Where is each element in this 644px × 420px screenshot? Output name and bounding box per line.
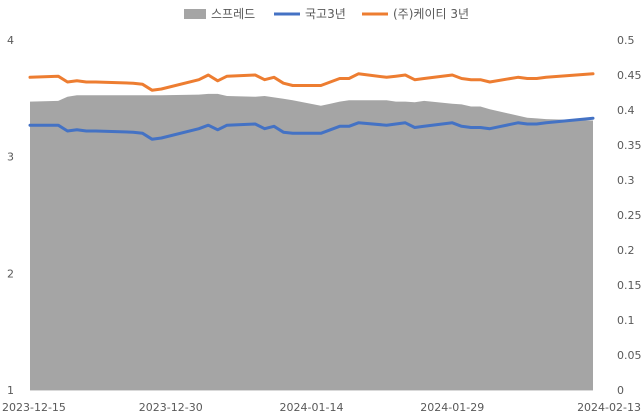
y-axis-left: 1 2 3 4: [7, 34, 14, 397]
legend-label: (주)케이티 3년: [393, 7, 469, 21]
y-right-tick-label: 0.1: [617, 314, 635, 327]
series-kt-bond-line: [28, 72, 595, 92]
y-right-tick-label: 0.5: [617, 34, 635, 47]
y-right-tick-label: 0.15: [617, 279, 642, 292]
y-right-tick-label: 0.2: [617, 244, 635, 257]
y-right-tick-label: 0.45: [617, 69, 642, 82]
legend: 스프레드 국고3년 (주)케이티 3년: [184, 7, 469, 21]
y-right-tick-label: 0.05: [617, 349, 642, 362]
series-govt-bond-line: [28, 116, 595, 141]
y-right-tick-label: 0: [617, 384, 624, 397]
plot-area: [28, 72, 595, 391]
y-left-tick-label: 2: [7, 267, 14, 280]
y-right-tick-label: 0.35: [617, 139, 642, 152]
legend-item: (주)케이티 3년: [362, 7, 469, 21]
x-tick-label: 2023-12-15: [2, 401, 66, 414]
legend-label: 국고3년: [305, 7, 346, 21]
x-axis: 2023-12-15 2023-12-30 2024-01-14 2024-01-29…: [2, 401, 641, 414]
series-spread-area: [30, 93, 593, 391]
y-axis-right: 0 0.05 0.1 0.15 0.2 0.25 0.3 0.35 0.4 0.45 0.5: [617, 34, 642, 397]
legend-label: 스프레드: [211, 7, 255, 21]
x-tick-label: 2024-01-14: [280, 401, 344, 414]
legend-item: 스프레드: [184, 7, 255, 21]
y-left-tick-label: 4: [7, 34, 14, 47]
legend-swatch: [184, 9, 206, 19]
legend-item: 국고3년: [274, 7, 346, 21]
x-tick-label: 2023-12-30: [139, 401, 203, 414]
y-right-tick-label: 0.3: [617, 174, 635, 187]
y-right-tick-label: 0.4: [617, 104, 635, 117]
x-tick-label: 2024-02-13: [577, 401, 641, 414]
y-left-tick-label: 3: [7, 151, 14, 164]
y-right-tick-label: 0.25: [617, 209, 642, 222]
x-tick-label: 2024-01-29: [420, 401, 484, 414]
y-left-tick-label: 1: [7, 384, 14, 397]
